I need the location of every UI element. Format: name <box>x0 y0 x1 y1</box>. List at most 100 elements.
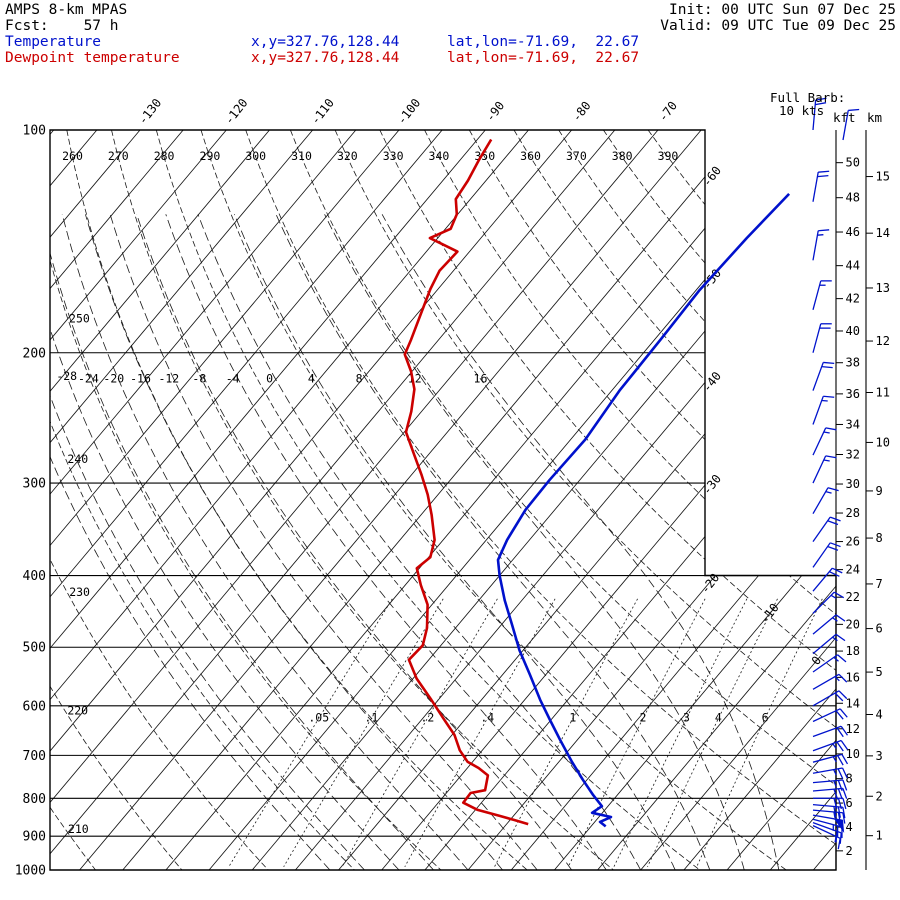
svg-text:.2: .2 <box>420 710 434 724</box>
isotherm <box>726 130 836 870</box>
svg-text:2: 2 <box>640 710 647 724</box>
isotherm <box>165 130 788 870</box>
svg-text:16: 16 <box>846 670 860 684</box>
isotherm <box>50 130 572 870</box>
svg-text:26: 26 <box>846 535 860 549</box>
svg-text:2: 2 <box>876 789 883 803</box>
isotherm <box>50 130 184 870</box>
svg-text:-110: -110 <box>308 96 337 127</box>
svg-text:1000: 1000 <box>15 864 46 879</box>
svg-text:-20: -20 <box>103 371 124 385</box>
svg-text:10 kts: 10 kts <box>779 103 824 118</box>
svg-text:48: 48 <box>846 191 860 205</box>
svg-text:330: 330 <box>383 149 404 163</box>
svg-text:210: 210 <box>68 822 89 836</box>
svg-text:300: 300 <box>245 149 266 163</box>
svg-text:-130: -130 <box>135 96 164 127</box>
isotherm <box>683 130 836 870</box>
svg-text:18: 18 <box>846 644 860 658</box>
svg-text:28: 28 <box>846 506 860 520</box>
svg-text:3: 3 <box>876 749 883 763</box>
svg-text:100: 100 <box>23 124 46 139</box>
svg-text:-24: -24 <box>78 371 99 385</box>
sounding-curves <box>403 138 791 828</box>
svg-text:.4: .4 <box>480 710 494 724</box>
svg-text:6: 6 <box>762 710 769 724</box>
svg-text:-30: -30 <box>700 472 724 498</box>
svg-text:280: 280 <box>154 149 175 163</box>
height-scales: kft km50484644424038363432302826242220181… <box>833 110 890 870</box>
svg-text:34: 34 <box>846 417 860 431</box>
svg-text:22: 22 <box>846 590 860 604</box>
isotherm <box>338 130 836 870</box>
init-time: Init: 00 UTC Sun 07 Dec 25 <box>669 2 896 18</box>
isotherm <box>50 130 270 870</box>
dewpoint-latlon: lat,lon=-71.69, 22.67 <box>447 50 640 66</box>
svg-text:4: 4 <box>715 710 722 724</box>
isotherm <box>50 130 141 870</box>
isotherm <box>50 130 486 870</box>
isotherm <box>295 130 836 870</box>
svg-text:14: 14 <box>876 226 890 240</box>
svg-text:40: 40 <box>846 324 860 338</box>
barb-legend: Full Barb:10 kts <box>770 90 860 141</box>
svg-text:230: 230 <box>69 585 90 599</box>
isotherm <box>50 130 314 870</box>
svg-text:30: 30 <box>846 477 860 491</box>
svg-text:.05: .05 <box>308 710 329 724</box>
svg-text:-90: -90 <box>483 99 507 125</box>
svg-text:7: 7 <box>876 577 883 591</box>
svg-text:4: 4 <box>308 371 315 385</box>
isotherm <box>50 130 659 870</box>
svg-text:kft: kft <box>833 110 856 125</box>
svg-text:6: 6 <box>846 796 853 810</box>
svg-text:42: 42 <box>846 292 860 306</box>
svg-text:9: 9 <box>876 484 883 498</box>
dewpoint-xy: x,y=327.76,128.44 <box>251 50 400 66</box>
svg-text:200: 200 <box>23 346 46 361</box>
svg-text:700: 700 <box>23 749 46 764</box>
dewpoint-curve <box>403 138 529 826</box>
svg-text:12: 12 <box>876 334 890 348</box>
valid-time: Valid: 09 UTC Tue 09 Dec 25 <box>660 18 896 34</box>
svg-text:340: 340 <box>429 149 450 163</box>
svg-text:380: 380 <box>612 149 633 163</box>
isotherm <box>251 130 836 870</box>
svg-text:11: 11 <box>876 385 890 399</box>
svg-text:8: 8 <box>876 531 883 545</box>
isotherm <box>381 130 836 870</box>
svg-text:260: 260 <box>62 149 83 163</box>
isotherm <box>554 130 836 870</box>
svg-text:220: 220 <box>67 704 88 718</box>
isotherm <box>50 130 357 870</box>
svg-text:-10: -10 <box>757 601 781 627</box>
model-name: AMPS 8-km MPAS <box>5 2 128 18</box>
isotherm <box>122 130 745 870</box>
svg-text:-16: -16 <box>130 371 151 385</box>
temperature-curve <box>496 193 791 828</box>
temperature-xy: x,y=327.76,128.44 <box>251 34 400 50</box>
svg-text:32: 32 <box>846 448 860 462</box>
svg-text:-60: -60 <box>700 164 724 190</box>
svg-text:370: 370 <box>566 149 587 163</box>
svg-text:360: 360 <box>520 149 541 163</box>
temperature-legend-label: Temperature <box>5 34 102 50</box>
svg-text:24: 24 <box>846 563 860 577</box>
svg-text:12: 12 <box>408 371 422 385</box>
svg-text:1: 1 <box>569 710 576 724</box>
isotherm <box>50 130 616 870</box>
svg-text:15: 15 <box>876 170 890 184</box>
svg-text:38: 38 <box>846 356 860 370</box>
svg-text:-8: -8 <box>192 371 206 385</box>
svg-text:800: 800 <box>23 792 46 807</box>
svg-text:4: 4 <box>846 820 853 834</box>
svg-text:20: 20 <box>846 617 860 631</box>
svg-text:2: 2 <box>846 844 853 858</box>
svg-text:-28: -28 <box>56 369 77 383</box>
svg-text:-12: -12 <box>158 371 179 385</box>
isotherm <box>50 130 529 870</box>
svg-text:270: 270 <box>108 149 129 163</box>
svg-text:16: 16 <box>474 371 488 385</box>
svg-text:-4: -4 <box>226 371 240 385</box>
